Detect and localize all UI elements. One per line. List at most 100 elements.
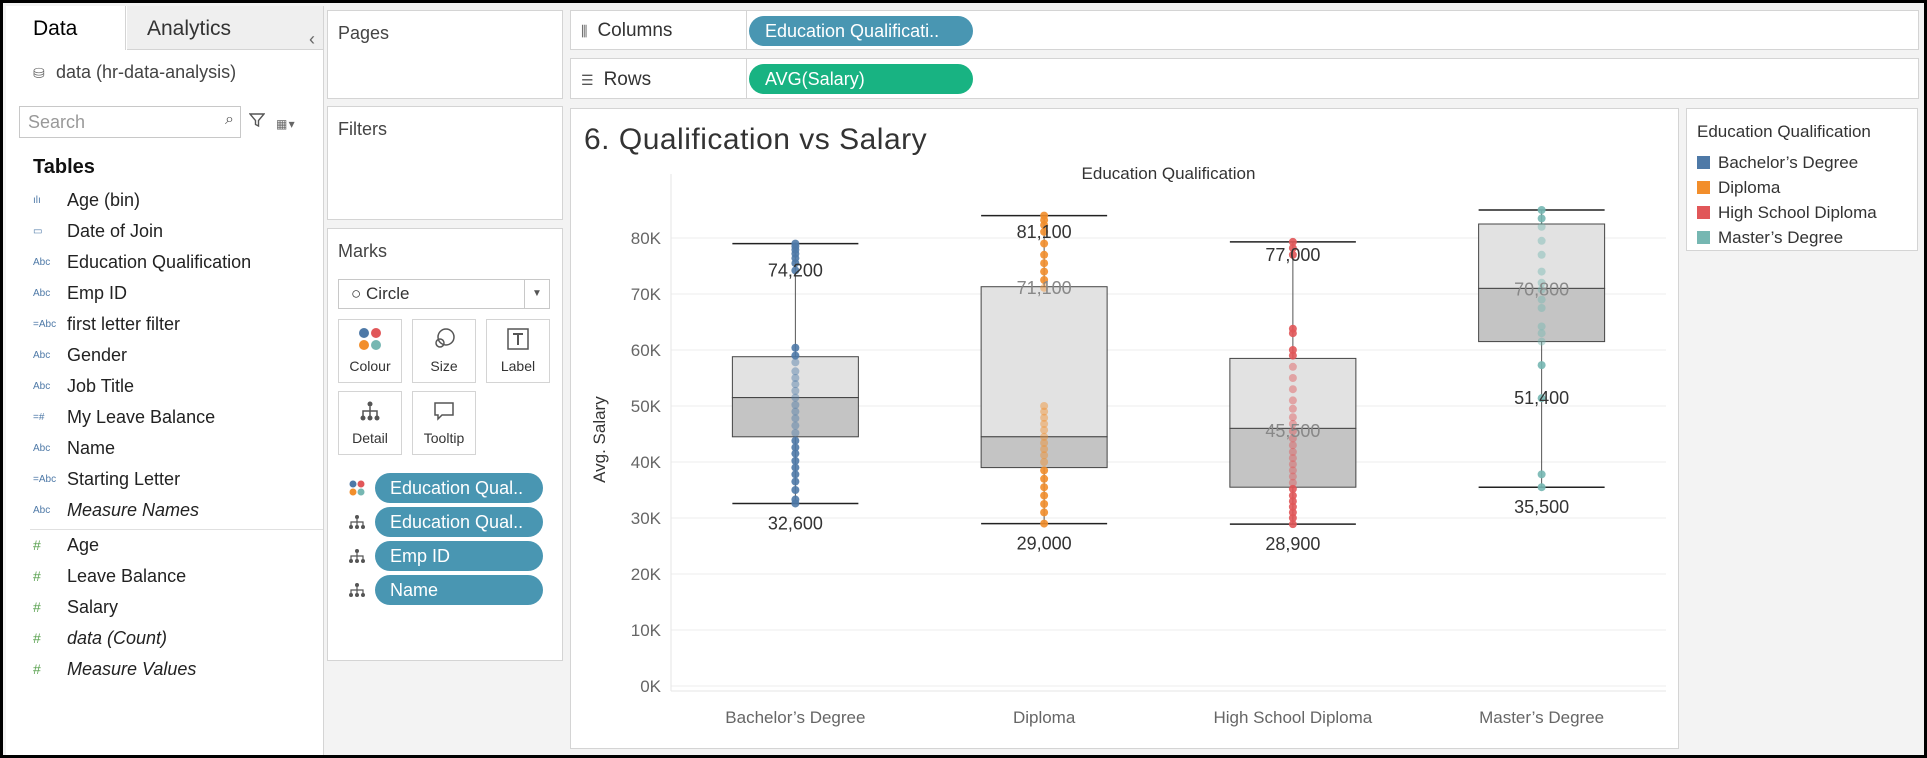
pages-shelf[interactable]: Pages [327, 10, 563, 99]
y-tick-label: 30K [631, 509, 662, 528]
field-item[interactable]: # data (Count) [33, 627, 167, 653]
data-point [1288, 447, 1297, 456]
detail-pill[interactable]: Education Qual.. [375, 507, 543, 537]
tab-data[interactable]: Data [6, 6, 126, 50]
sheet-title[interactable]: 6. Qualification vs Salary [584, 123, 928, 156]
tab-analytics-label: Analytics [147, 17, 232, 40]
search-input[interactable] [20, 107, 210, 137]
field-item[interactable]: Abc Gender [33, 344, 127, 370]
field-item[interactable]: Abc Name [33, 437, 115, 463]
label-button[interactable]: Label [486, 319, 550, 383]
number-icon: # [33, 537, 41, 554]
colour-pill[interactable]: Education Qual.. [375, 473, 543, 503]
field-item[interactable]: ▭ Date of Join [33, 220, 163, 246]
legend-swatch [1697, 206, 1710, 219]
field-label: data (Count) [67, 627, 168, 648]
field-item[interactable]: Abc Measure Names [33, 499, 199, 525]
legend-label: Bachelor’s Degree [1718, 153, 1859, 172]
abc-icon: Abc [33, 380, 51, 392]
field-item[interactable]: Abc Job Title [33, 375, 134, 401]
field-label: Gender [67, 344, 128, 365]
data-point [1537, 206, 1546, 214]
data-label: 32,600 [768, 513, 823, 533]
field-label: Job Title [67, 375, 135, 396]
columns-label: Columns [597, 20, 673, 41]
detail-button[interactable]: Detail [338, 391, 402, 455]
data-point [1537, 295, 1546, 304]
data-point [791, 436, 800, 445]
field-item[interactable]: =Abc first letter filter [33, 313, 180, 339]
detail-encoding-icon [349, 515, 365, 529]
calc-number-icon: =# [33, 411, 45, 423]
box-lower [731, 397, 859, 438]
legend-item[interactable]: Master’s Degree [1697, 228, 1843, 250]
tables-heading: Tables [33, 156, 95, 178]
rows-shelf-label: ☰ Rows [581, 69, 651, 91]
data-point [1040, 413, 1049, 422]
legend-item[interactable]: Bachelor’s Degree [1697, 153, 1858, 175]
field-item[interactable]: ılı Age (bin) [33, 189, 140, 215]
colour-button[interactable]: Colour [338, 319, 402, 383]
data-point [791, 351, 800, 360]
data-pane-tabs: Data Analytics ‹ [6, 6, 323, 50]
data-point [1537, 304, 1546, 312]
data-point [1288, 346, 1297, 354]
columns-pill[interactable]: Education Qualificati.. [749, 16, 973, 46]
field-item[interactable]: # Measure Values [33, 658, 196, 684]
size-button[interactable]: Size [412, 319, 476, 383]
colour-legend[interactable]: Education Qualification Bachelor’s Degre… [1686, 108, 1918, 251]
rows-shelf[interactable]: ☰ Rows AVG(Salary) [570, 58, 1919, 99]
columns-icon: ⫼ [581, 23, 588, 39]
datasource-item[interactable]: ⛁ data (hr-data-analysis) [33, 62, 236, 83]
colour-label: Colour [349, 358, 391, 374]
field-item[interactable]: # Leave Balance [33, 565, 186, 591]
y-tick-label: 40K [631, 453, 662, 472]
data-point [1288, 396, 1297, 405]
legend-item[interactable]: Diploma [1697, 178, 1780, 200]
field-item[interactable]: Abc Emp ID [33, 282, 127, 308]
field-item[interactable]: Abc Education Qualification [33, 251, 251, 277]
legend-swatch [1697, 231, 1710, 244]
colour-icon [339, 320, 401, 358]
data-point [791, 470, 800, 479]
detail-pill[interactable]: Name [375, 575, 543, 605]
legend-item[interactable]: High School Diploma [1697, 203, 1877, 225]
mark-type-dropdown[interactable]: ○ Circle ▼ [338, 279, 550, 309]
field-item[interactable]: # Age [33, 534, 99, 560]
data-label: 71,100 [1017, 278, 1072, 298]
field-label: Name [67, 437, 116, 458]
data-point [1537, 278, 1546, 287]
box-plot-chart[interactable]: Education Qualification 0K 10K 20K 30K 40K 50K… [571, 109, 1678, 748]
data-point [1288, 419, 1297, 428]
data-label: 70,800 [1514, 280, 1569, 300]
filters-shelf[interactable]: Filters [327, 106, 563, 220]
tooltip-label: Tooltip [423, 430, 465, 446]
dimensions-measures-divider [30, 529, 323, 530]
data-point [1040, 466, 1049, 475]
data-point [791, 428, 800, 437]
tab-analytics[interactable]: Analytics ‹ [127, 6, 323, 50]
view-options-icon[interactable]: ▦ ▾ [276, 117, 295, 131]
columns-shelf[interactable]: ⫼ Columns Education Qualificati.. [570, 10, 1919, 50]
filter-icon[interactable] [249, 112, 265, 128]
detail-encoding-icon [349, 583, 365, 597]
rows-pill[interactable]: AVG(Salary) [749, 64, 973, 94]
x-tick-label: High School Diploma [1214, 708, 1373, 727]
collapse-pane-icon[interactable]: ‹ [309, 29, 315, 49]
calc-abc-icon: =Abc [33, 318, 57, 330]
abc-icon: Abc [33, 256, 51, 268]
data-point [1288, 324, 1297, 333]
data-point [1040, 276, 1049, 284]
data-point [791, 266, 800, 275]
y-tick-label: 10K [631, 621, 662, 640]
box-upper [1478, 223, 1606, 289]
data-point [791, 393, 800, 402]
field-item[interactable]: =# My Leave Balance [33, 406, 215, 432]
tooltip-button[interactable]: Tooltip [412, 391, 476, 455]
field-item[interactable]: =Abc Starting Letter [33, 468, 180, 494]
field-item[interactable]: # Salary [33, 596, 118, 622]
rows-label: Rows [603, 69, 652, 90]
detail-pill[interactable]: Emp ID [375, 541, 543, 571]
data-point [1537, 322, 1546, 331]
field-label: Starting Letter [67, 468, 181, 489]
